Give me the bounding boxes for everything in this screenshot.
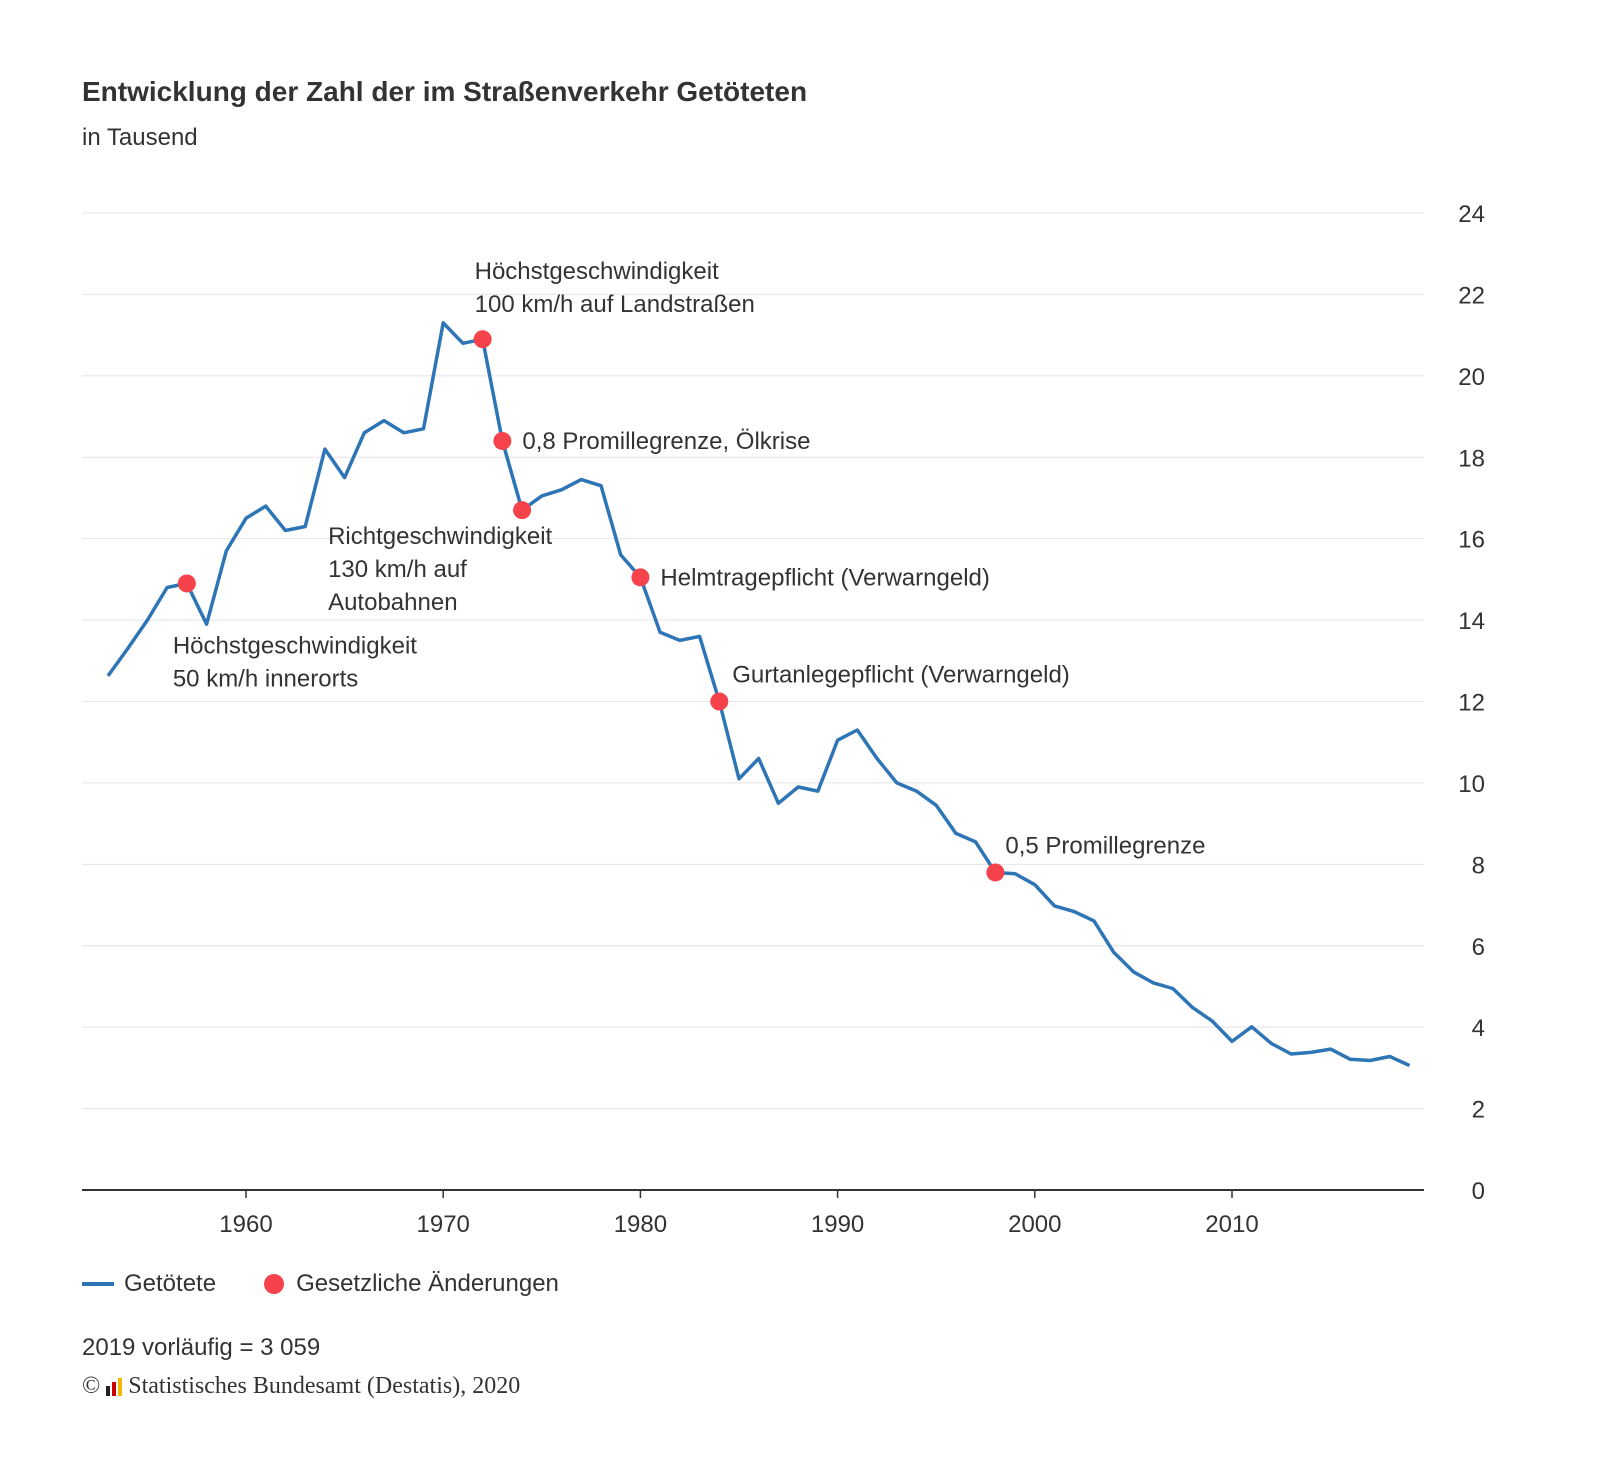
marker-gesetzliche-aenderung <box>513 501 532 520</box>
chart-subtitle: in Tausend <box>82 124 198 151</box>
copyright-symbol: © <box>82 1373 101 1399</box>
annotation-label: Höchstgeschwindigkeit <box>475 258 719 285</box>
annotation-label: 0,8 Promillegrenze, Ölkrise <box>522 428 810 455</box>
y-tick-label: 2 <box>1472 1097 1485 1124</box>
source-line: © Statistisches Bundesamt (Destatis), 20… <box>82 1373 520 1400</box>
marker-gesetzliche-aenderung <box>177 574 196 593</box>
y-tick-label: 4 <box>1472 1015 1485 1042</box>
legend-label-getoetete: Getötete <box>124 1270 217 1297</box>
footnote: 2019 vorläufig = 3 059 <box>82 1334 321 1361</box>
annotation-label: 130 km/h auf <box>328 556 467 583</box>
annotation-label: 100 km/h auf Landstraßen <box>475 291 755 318</box>
y-tick-label: 8 <box>1472 852 1485 879</box>
y-tick-label: 14 <box>1458 608 1485 635</box>
y-tick-label: 16 <box>1458 527 1485 554</box>
annotation-label: 0,5 Promillegrenze <box>1005 832 1205 859</box>
annotation-label: Richtgeschwindigkeit <box>328 523 552 550</box>
annotation-label: 50 km/h innerorts <box>173 665 358 692</box>
y-tick-label: 20 <box>1458 364 1485 391</box>
source-text: Statistisches Bundesamt (Destatis), 2020 <box>128 1373 521 1399</box>
x-tick-label: 1970 <box>417 1211 470 1238</box>
marker-gesetzliche-aenderung <box>473 330 492 349</box>
marker-gesetzliche-aenderung <box>986 863 1005 882</box>
series-line-getoetete <box>106 321 1411 1068</box>
legend-line-swatch <box>82 1282 114 1286</box>
y-tick-label: 0 <box>1472 1178 1485 1205</box>
legend-dot-swatch <box>264 1274 285 1294</box>
y-tick-label: 18 <box>1458 445 1485 472</box>
marker-gesetzliche-aenderung <box>631 568 650 587</box>
y-tick-label: 6 <box>1472 934 1485 961</box>
chart-title: Entwicklung der Zahl der im Straßenverke… <box>82 76 808 107</box>
x-tick-label: 2010 <box>1205 1211 1258 1238</box>
x-tick-label: 1960 <box>219 1211 272 1238</box>
x-tick-label: 1980 <box>614 1211 667 1238</box>
legend: Getötete Gesetzliche Änderungen <box>82 1270 559 1298</box>
annotation-label: Gurtanlegepflicht (Verwarngeld) <box>732 662 1070 689</box>
marker-gesetzliche-aenderung <box>710 692 729 711</box>
y-tick-label: 10 <box>1458 771 1485 798</box>
y-tick-label: 22 <box>1458 282 1485 309</box>
y-tick-label: 24 <box>1458 201 1485 228</box>
marker-gesetzliche-aenderung <box>493 431 512 450</box>
x-tick-label: 2000 <box>1008 1211 1061 1238</box>
y-tick-label: 12 <box>1458 690 1485 717</box>
legend-label-aenderungen: Gesetzliche Änderungen <box>296 1270 559 1297</box>
annotation-label: Helmtragepflicht (Verwarngeld) <box>660 564 989 591</box>
destatis-logo-icon <box>106 1377 123 1396</box>
annotation-label: Höchstgeschwindigkeit <box>173 632 417 659</box>
annotation-label: Autobahnen <box>328 589 457 616</box>
x-tick-label: 1990 <box>811 1211 864 1238</box>
